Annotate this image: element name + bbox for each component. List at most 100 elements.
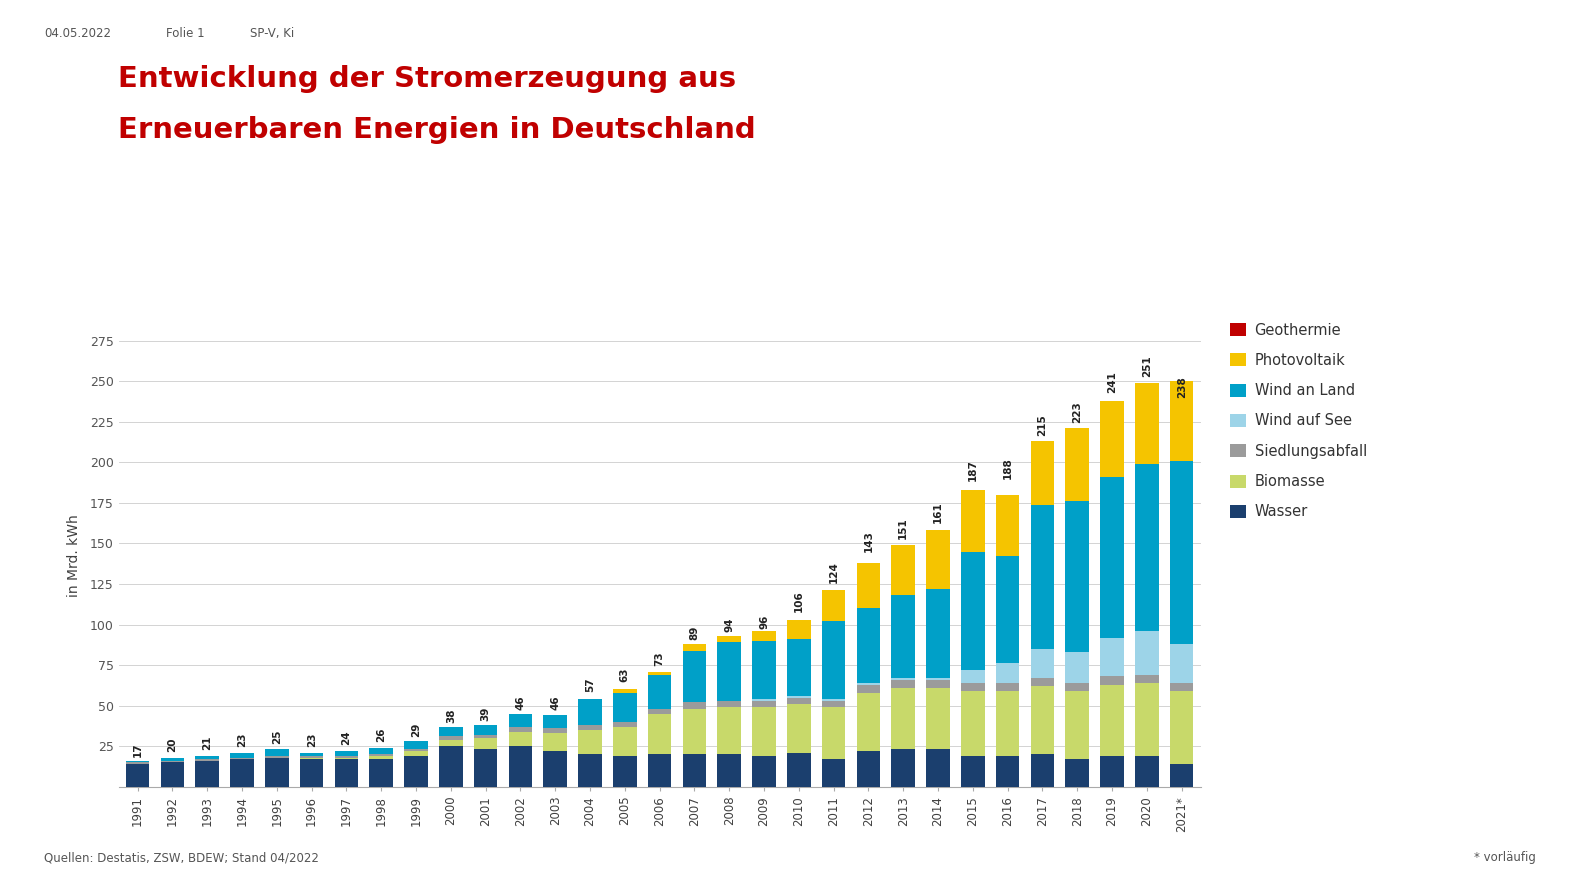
Bar [439,736,463,740]
Bar [822,621,845,699]
Bar [196,761,220,787]
Bar [161,757,185,761]
Text: 89: 89 [689,626,700,640]
Bar [717,755,741,787]
Text: Entwicklung der Stromerzeugung aus: Entwicklung der Stromerzeugung aus [118,66,736,93]
Bar [126,763,150,764]
Text: 215: 215 [1038,414,1048,436]
Text: Quellen: Destatis, ZSW, BDEW; Stand 04/2022: Quellen: Destatis, ZSW, BDEW; Stand 04/2… [44,851,319,864]
Bar [752,756,776,787]
Bar [961,490,984,551]
Bar [822,699,845,701]
Bar [926,678,950,680]
Bar [787,620,811,639]
Bar [1100,756,1123,787]
Bar [196,756,220,759]
Bar [856,693,880,751]
Bar [752,641,776,699]
Bar [1169,764,1193,787]
Bar [995,691,1019,756]
Text: * vorläufig: * vorläufig [1474,851,1536,864]
Bar [683,709,706,755]
Bar [578,699,602,725]
Bar [683,755,706,787]
Text: 187: 187 [969,459,978,481]
Text: 23: 23 [237,733,246,747]
Bar [683,702,706,709]
Bar [856,563,880,608]
Bar [787,639,811,696]
Bar [926,680,950,688]
Bar [231,757,254,759]
Bar [404,749,428,751]
Text: 20: 20 [167,737,177,752]
Text: 96: 96 [758,614,769,629]
Bar [717,636,741,643]
Bar [995,557,1019,663]
Bar [404,741,428,749]
Bar [300,753,324,756]
Bar [787,753,811,787]
Bar [856,685,880,693]
Bar [1065,691,1089,759]
Bar [648,714,672,755]
Bar [544,751,567,787]
Text: 46: 46 [550,695,561,709]
Text: 151: 151 [899,517,908,540]
Bar [613,726,637,756]
Bar [752,699,776,701]
Text: 63: 63 [619,668,630,682]
Bar [1169,691,1193,764]
Bar [961,756,984,787]
Bar [613,756,637,787]
Bar [752,701,776,708]
Bar [161,763,185,787]
Text: 04.05.2022: 04.05.2022 [44,28,111,40]
Bar [1100,477,1123,637]
Bar [926,531,950,589]
Bar [891,596,915,678]
Bar [126,761,150,763]
Bar [648,675,672,709]
Bar [787,698,811,704]
Bar [509,746,532,787]
Bar [370,759,393,787]
Text: 124: 124 [828,561,839,583]
Bar [1065,683,1089,691]
Bar [300,756,324,757]
Bar [926,589,950,678]
Bar [822,708,845,759]
Text: 26: 26 [376,728,386,742]
Bar [1134,383,1158,464]
Bar [335,756,359,757]
Text: 241: 241 [1108,372,1117,394]
Bar [717,701,741,708]
Bar [161,761,185,763]
Text: 251: 251 [1142,356,1152,377]
Text: 161: 161 [934,501,943,524]
Text: 21: 21 [202,736,212,750]
Bar [1134,683,1158,756]
Bar [891,678,915,680]
Bar [613,690,637,693]
Bar [335,751,359,756]
Text: 223: 223 [1073,401,1082,422]
Bar [613,693,637,722]
Bar [613,722,637,726]
Y-axis label: in Mrd. kWh: in Mrd. kWh [68,514,82,597]
Text: SP-V, Ki: SP-V, Ki [250,28,294,40]
Bar [961,691,984,756]
Bar [1100,685,1123,756]
Bar [1100,677,1123,685]
Bar [891,680,915,688]
Text: 238: 238 [1177,377,1187,398]
Bar [196,759,220,761]
Bar [1169,461,1193,644]
Bar [231,753,254,757]
Bar [474,738,498,749]
Text: 188: 188 [1003,458,1013,479]
Bar [265,757,289,787]
Bar [1030,755,1054,787]
Bar [856,608,880,683]
Bar [1065,428,1089,501]
